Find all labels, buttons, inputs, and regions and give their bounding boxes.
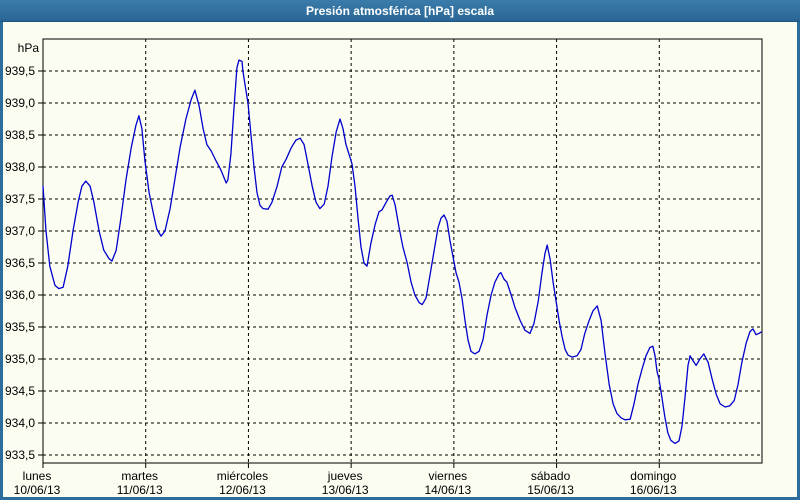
day-date-label: 11/06/13 xyxy=(117,483,163,497)
y-tick-label: 934,5 xyxy=(5,384,35,398)
y-tick-label: 934,0 xyxy=(5,416,35,430)
chart-title-bar: Presión atmosférica [hPa] escala xyxy=(0,0,800,22)
y-tick-label: 935,0 xyxy=(5,352,35,366)
y-axis-unit-label: hPa xyxy=(18,41,40,55)
plot-frame xyxy=(42,38,763,464)
pressure-line xyxy=(42,59,762,445)
day-date-label: 10/06/13 xyxy=(14,483,61,497)
day-date-label: 16/06/13 xyxy=(630,483,677,497)
day-date-label: 15/06/13 xyxy=(527,483,574,497)
y-tick-label: 938,0 xyxy=(5,160,35,174)
y-tick-label: 938,5 xyxy=(5,128,35,142)
day-date-label: 13/06/13 xyxy=(322,483,369,497)
y-tick-label: 939,0 xyxy=(5,96,35,110)
day-name-label: martes xyxy=(121,469,158,483)
y-tick-label: 933,5 xyxy=(5,448,35,462)
y-tick-label: 936,0 xyxy=(5,288,35,302)
day-name-label: sábado xyxy=(531,469,571,483)
y-tick-label: 937,0 xyxy=(5,224,35,238)
day-name-label: viernes xyxy=(429,469,468,483)
day-date-label: 12/06/13 xyxy=(219,483,266,497)
day-date-label: 14/06/13 xyxy=(424,483,471,497)
day-name-label: domingo xyxy=(630,469,676,483)
day-name-label: jueves xyxy=(327,469,363,483)
y-tick-label: 936,5 xyxy=(5,256,35,270)
y-tick-label: 937,5 xyxy=(5,192,35,206)
y-tick-label: 935,5 xyxy=(5,320,35,334)
day-name-label: miércoles xyxy=(217,469,268,483)
chart-title: Presión atmosférica [hPa] escala xyxy=(305,3,495,18)
y-tick-label: 939,5 xyxy=(5,64,35,78)
day-name-label: lunes xyxy=(23,469,52,483)
